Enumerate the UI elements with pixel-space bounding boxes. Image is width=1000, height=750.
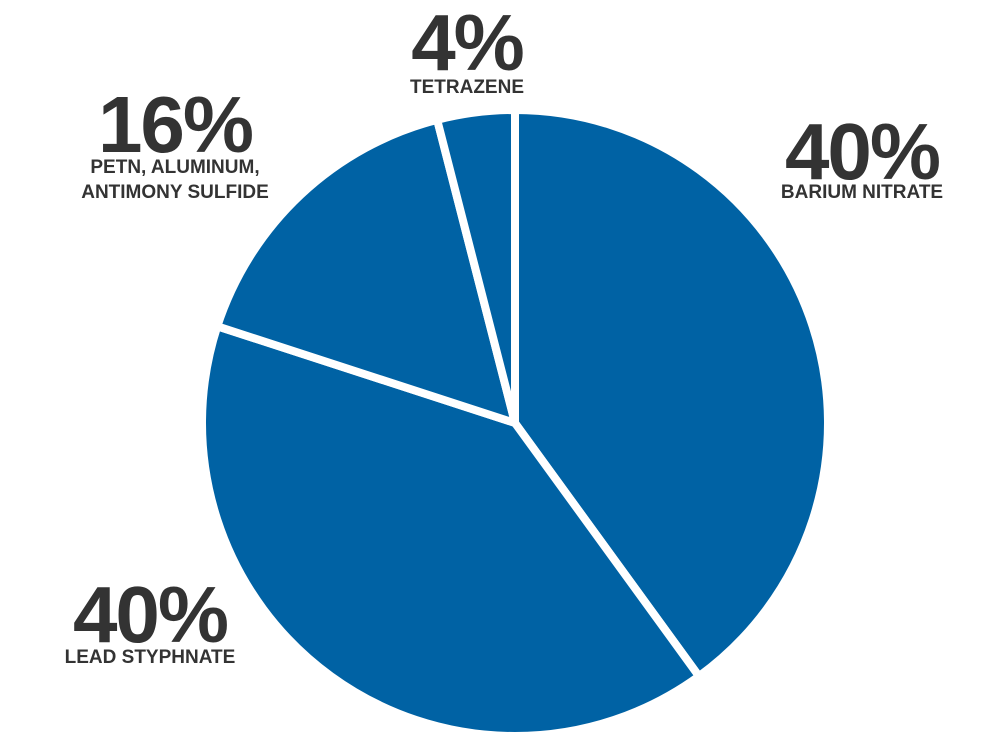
pie-slice [198,322,703,740]
category-label: TETRAZENE [410,77,524,98]
category-label: LEAD STYPHNATE [64,647,236,668]
category-label: PETN, ALUMINUM, ANTIMONY SULFIDE [81,157,269,203]
pie-slice [213,115,519,427]
pie-slice [433,106,519,427]
value-label: 16% [97,80,254,169]
value-label: 40% [72,570,229,659]
pie-slice [511,106,832,681]
category-label: BARIUM NITRATE [780,182,944,203]
value-label: 40% [784,107,941,196]
value-label: 4% [411,0,525,87]
